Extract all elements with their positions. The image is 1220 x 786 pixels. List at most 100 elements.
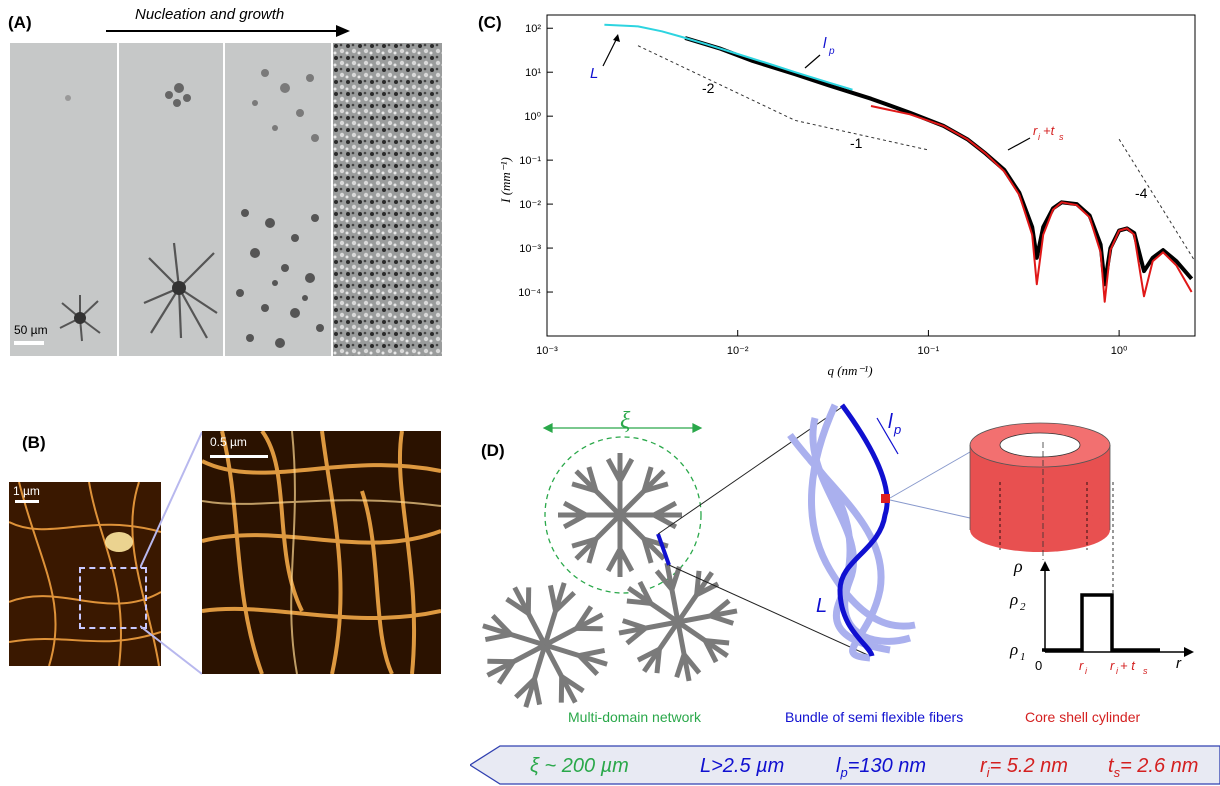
afm-zoom-box: [79, 567, 147, 629]
axis-ticks: 10⁻³ 10⁻² 10⁻¹ 10⁰ 10² 10¹ 10⁰ 10⁻¹ 10⁻² 10⁻³ 10⁻⁴: [518, 23, 1128, 357]
y-axis-label: I (mm⁻¹): [498, 157, 513, 204]
fiber-lp-label: l: [888, 411, 893, 433]
summary-banner: [470, 745, 1220, 785]
y-tick-label: 10⁻³: [519, 243, 541, 255]
star-twig: [484, 631, 512, 643]
annot-lp-sub: p: [828, 46, 835, 57]
scale-bar-large: [210, 455, 268, 458]
star-twig: [637, 580, 653, 605]
scale-bar: [14, 341, 44, 345]
series-line-3: [637, 45, 929, 151]
domain-circle: [544, 436, 702, 594]
star-twig: [669, 565, 682, 591]
rho2-sub: 2: [1020, 601, 1026, 613]
star-twig: [605, 547, 623, 573]
fiber-lp-sub: p: [893, 422, 901, 437]
star-twig: [674, 653, 687, 679]
annot-L-arrow: [602, 35, 619, 67]
summary-L: L>2.5 µm: [700, 755, 785, 777]
star-twig: [641, 538, 654, 564]
star-twig: [586, 538, 599, 564]
annot-lp: l: [823, 35, 827, 52]
series-line-4: [1118, 138, 1196, 262]
star-branch: [512, 586, 548, 647]
profile-rits: r: [1110, 658, 1115, 673]
star-branch: [574, 469, 622, 517]
slope-label-1: -2: [702, 80, 715, 96]
textured-growth-3: [236, 69, 324, 348]
zoom-line-bottom: [668, 564, 871, 657]
star-branch: [677, 608, 738, 625]
star-twig: [621, 618, 647, 631]
profile-rits-rest-sub: s: [1143, 666, 1148, 676]
caption-bundle: Bundle of semi flexible fibers: [785, 709, 964, 725]
summary-xi: ξ ~ 200 µm: [530, 755, 629, 777]
profile-rits-rest: + t: [1120, 658, 1136, 673]
star-twig: [708, 598, 731, 618]
profile-ri: r: [1079, 658, 1084, 673]
density-profile: [999, 442, 1194, 657]
star-twig: [577, 653, 600, 676]
star-branch: [482, 623, 546, 648]
star-twig: [605, 457, 623, 483]
slope-label-3: -4: [1135, 185, 1148, 201]
fiber-L-label: L: [816, 595, 827, 617]
star-twig: [704, 638, 730, 646]
star-branch: [618, 513, 666, 561]
afm-image-small: 1 µm: [9, 482, 161, 666]
star-twig: [617, 457, 635, 483]
fiber-segment: [656, 533, 671, 566]
star-branch: [574, 513, 622, 561]
star-twig: [514, 677, 537, 700]
star-twig: [643, 481, 669, 494]
series-line-0: [684, 36, 1194, 287]
star-branch: [675, 621, 692, 682]
star-twig: [562, 512, 588, 530]
nucleus-cluster-1: [59, 95, 101, 342]
star-twig: [574, 605, 594, 630]
summary-ts: ts= 2.6 nm: [1108, 755, 1199, 780]
star-twig: [505, 596, 530, 616]
star-branch: [544, 642, 608, 667]
y-tick-label: 10²: [525, 23, 541, 35]
profile-r-axis: r: [1176, 655, 1182, 672]
star-twig: [709, 613, 735, 626]
micrograph-frame-3: [225, 43, 331, 356]
micrograph-frame-4: [333, 43, 442, 356]
summary-lp: lp=130 nm: [836, 755, 927, 780]
star-branch: [664, 562, 681, 623]
caption-network: Multi-domain network: [568, 709, 702, 725]
panel-c-label: (C): [478, 13, 502, 32]
rho2-label: ρ: [1009, 590, 1018, 609]
rho-axis: ρ: [1013, 556, 1023, 576]
xi-arrow: [542, 423, 703, 433]
star-twig: [490, 614, 513, 637]
rho1-sub: 1: [1020, 651, 1026, 663]
annot-ri-arrow: [1007, 137, 1031, 151]
star-twig: [652, 500, 678, 518]
rho1-label: ρ: [1009, 640, 1018, 659]
star-branch: [676, 619, 729, 658]
star-branch: [618, 619, 679, 636]
star-twig: [562, 500, 588, 518]
star-twig: [636, 647, 661, 663]
series-line-2: [870, 105, 1193, 303]
star-branch: [542, 643, 578, 704]
star-twig: [654, 648, 662, 674]
star-twig: [586, 466, 599, 492]
annot-lp-arrow: [804, 54, 821, 69]
star-twig: [553, 590, 576, 613]
star-twig: [496, 660, 516, 685]
profile-rits-sub: i: [1116, 666, 1119, 676]
nucleation-arrow-text: Nucleation and growth: [135, 6, 285, 23]
y-tick-label: 10⁻⁴: [518, 287, 541, 299]
star-twig: [652, 512, 678, 530]
panel-b-label: (B): [22, 433, 46, 452]
y-tick-label: 10⁻²: [519, 199, 541, 211]
caption-core: Core shell cylinder: [1025, 709, 1141, 725]
structure-diagram: ξ l p L ρ ρ 2: [482, 403, 1194, 708]
star-branch: [618, 469, 666, 517]
x-tick-label: 10⁻²: [727, 345, 749, 357]
micrograph-frame-2: [119, 43, 223, 356]
profile-zero: 0: [1035, 658, 1042, 673]
